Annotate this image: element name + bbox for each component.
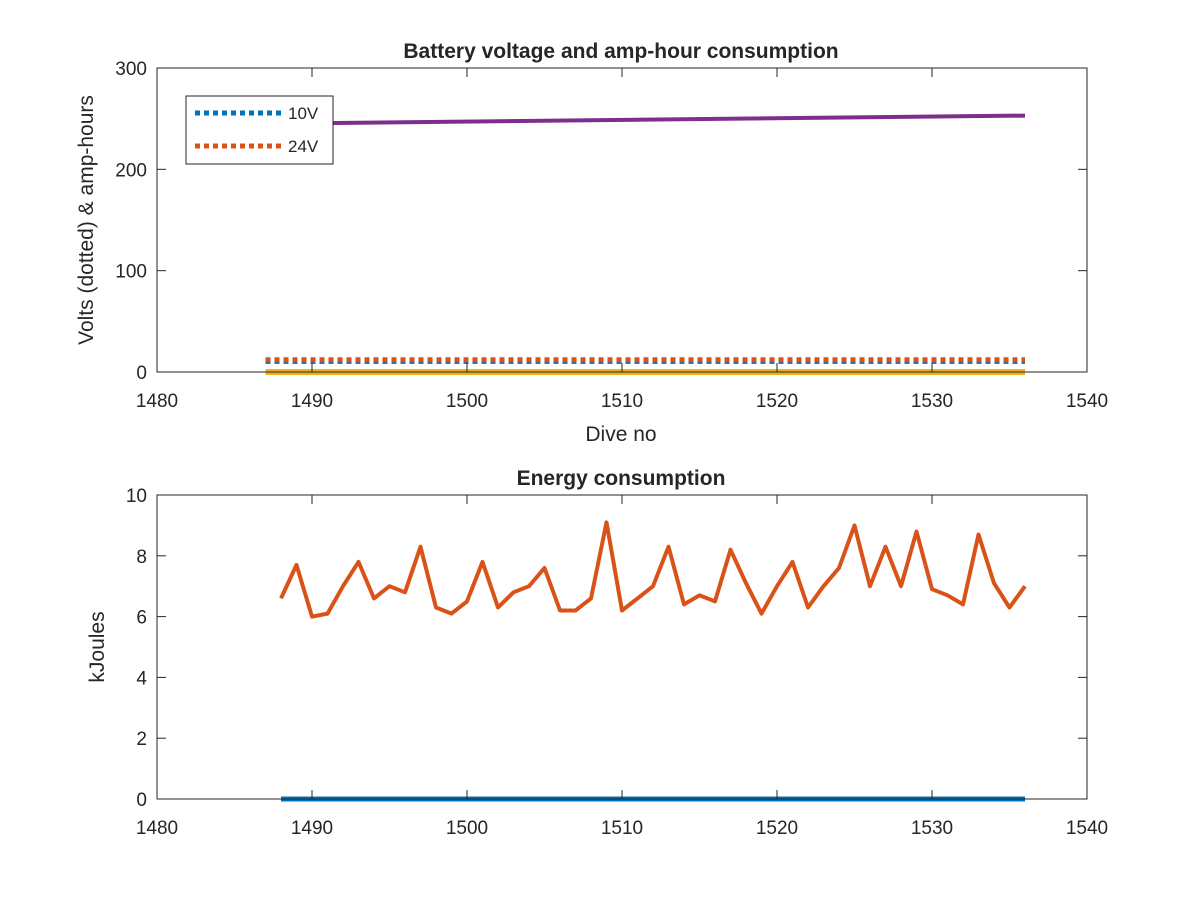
y-tick-label: 6 — [136, 608, 147, 629]
series-line-battery-3 — [265, 113, 1026, 126]
x-tick-label: 1520 — [756, 391, 798, 412]
y-tick-label: 10 — [126, 486, 147, 507]
y-tick-label: 300 — [115, 59, 147, 80]
x-tick-label: 1540 — [1066, 818, 1108, 839]
legend-label-24v: 24V — [288, 137, 319, 156]
x-axis-label-battery: Dive no — [585, 423, 656, 446]
subplot-energy: Energy consumption 1480 1490 1500 1510 1520 1… — [86, 467, 1108, 839]
x-tick-label: 1500 — [446, 818, 488, 839]
y-axis-label-battery: Volts (dotted) & amp-hours — [75, 95, 98, 345]
chart-title-energy: Energy consumption — [517, 467, 726, 490]
x-tick-label: 1490 — [291, 391, 333, 412]
y-axis-label-energy: kJoules — [86, 611, 109, 682]
x-tick-label: 1480 — [136, 391, 178, 412]
series-line-energy-1 — [279, 520, 1027, 619]
y-tick-label: 100 — [115, 262, 147, 283]
axes-box-energy — [156, 494, 1088, 800]
y-tick-label: 0 — [136, 790, 147, 811]
chart-title-battery: Battery voltage and amp-hour consumption — [403, 40, 838, 63]
x-tick-label: 1500 — [446, 391, 488, 412]
x-tick-label: 1510 — [601, 818, 643, 839]
subplot-battery: Battery voltage and amp-hour consumption… — [75, 40, 1108, 446]
y-tick-label: 4 — [136, 668, 147, 689]
x-tick-label: 1490 — [291, 818, 333, 839]
y-tick-label: 200 — [115, 160, 147, 181]
y-tick-label: 0 — [136, 363, 147, 384]
y-tick-label: 8 — [136, 547, 147, 568]
legend: 10V 24V — [185, 95, 334, 165]
x-tick-label: 1510 — [601, 391, 643, 412]
x-tick-label: 1540 — [1066, 391, 1108, 412]
x-tick-label: 1480 — [136, 818, 178, 839]
legend-label-10v: 10V — [288, 104, 319, 123]
x-tick-label: 1530 — [911, 391, 953, 412]
x-tick-label: 1530 — [911, 818, 953, 839]
y-tick-label: 2 — [136, 729, 147, 750]
x-tick-label: 1520 — [756, 818, 798, 839]
legend-box — [185, 95, 334, 165]
